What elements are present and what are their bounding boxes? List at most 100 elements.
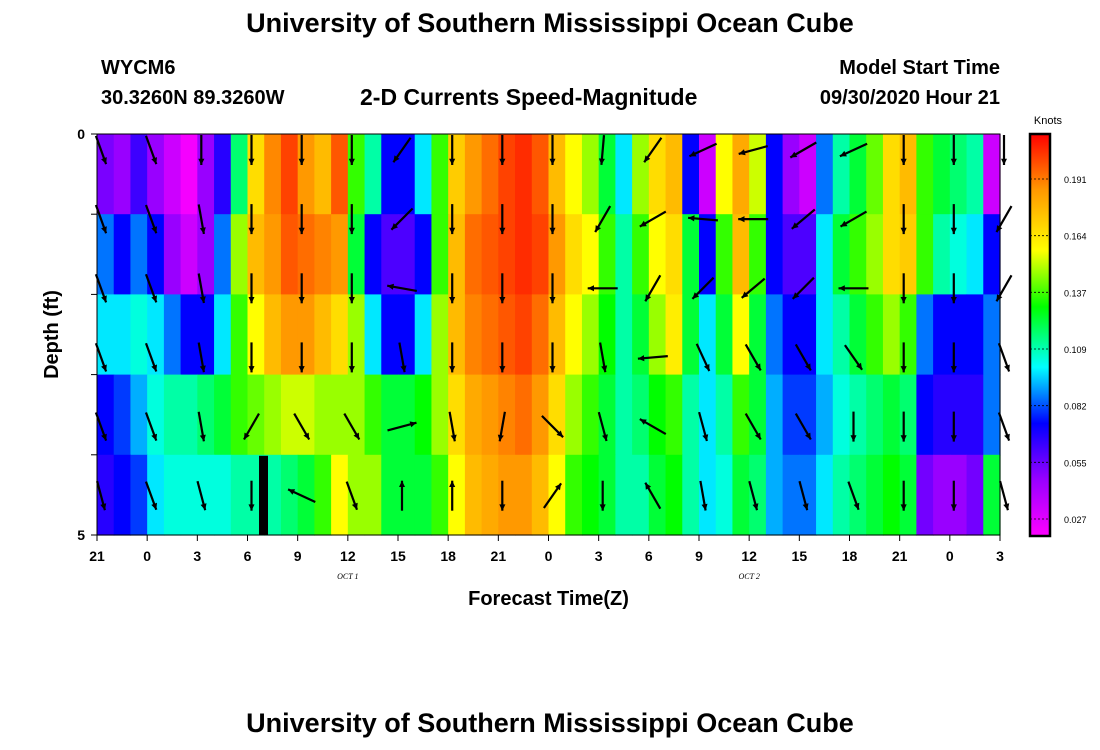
heatmap-cell [715,294,734,376]
current-arrow [950,135,957,165]
heatmap-cell [949,374,968,456]
heatmap-cell [816,134,834,215]
current-arrow [549,135,556,165]
heatmap-cell [230,454,249,536]
heatmap-cell [949,294,968,376]
heatmap-cell [598,214,616,295]
heatmap-cell [765,294,784,376]
heatmap-cell [214,374,232,456]
current-arrow [197,273,206,304]
heatmap-cell [130,214,148,295]
heatmap-cell [381,134,399,215]
model-start-time: 09/30/2020 Hour 21 [819,87,1000,109]
current-arrow [287,488,316,503]
y-axis-label: Depth (ft) [41,290,63,379]
heatmap-cell [431,214,449,295]
heatmap-cell [97,134,115,215]
heatmap-cell [264,374,282,456]
y-tick-label: 5 [77,527,85,543]
current-arrow [387,283,417,292]
heatmap-cell [665,134,683,215]
heatmap-cell [565,294,583,376]
heatmap-cell [180,374,198,456]
current-arrow [549,273,556,304]
chart-subtitle: 2-D Currents Speed-Magnitude [360,84,698,110]
current-arrow [847,481,860,511]
current-arrow [248,342,255,373]
current-arrow [392,137,412,163]
heatmap-cell [832,454,851,536]
heatmap-cell [966,454,984,536]
current-arrow [791,276,815,300]
heatmap-cell [481,374,499,456]
heatmap-cell [113,134,132,215]
x-tick-label: 9 [695,548,703,564]
heatmap-cell [515,454,533,536]
heatmap-cell [331,134,349,215]
heatmap-cell [565,454,583,536]
heatmap-cell [632,214,650,295]
current-arrow [599,342,608,373]
heatmap-cell [414,454,433,536]
current-arrow [748,480,759,511]
heatmap-cell [331,294,349,376]
current-arrow [744,413,762,441]
no-data-cell [259,455,268,535]
heatmap-cell [548,294,566,376]
heatmap-cell [866,454,884,536]
heatmap-cell [648,134,667,215]
heatmap-cell [381,294,399,376]
current-arrow [248,135,255,165]
x-tick-label: 6 [645,548,653,564]
heatmap-cell [749,374,767,456]
heatmap-cell [448,134,466,215]
heatmap-cell [949,454,968,536]
heatmap-cell [799,294,817,376]
heatmap-cell [548,134,566,215]
heatmap-cell [615,454,633,536]
heatmap-cell [531,134,550,215]
current-arrow [900,273,907,304]
heatmap-cell [364,454,382,536]
heatmap-cell [832,214,851,295]
x-tick-label: 9 [294,548,302,564]
heatmap-cell [147,134,165,215]
current-arrow [542,482,563,509]
x-tick-label: 0 [545,548,553,564]
heatmap-cell [331,454,349,536]
heatmap-cell [765,214,784,295]
heatmap-cell [715,214,734,295]
heatmap-cell [799,454,817,536]
heatmap-cell [916,214,934,295]
heatmap-cell [331,374,349,456]
heatmap-cell [448,374,466,456]
current-arrow [738,216,769,223]
current-arrow [499,480,506,511]
current-arrow [794,343,812,371]
colorbar-tick-label: 0.109 [1064,345,1087,355]
heatmap-cell [581,454,600,536]
heatmap-cell [765,374,784,456]
colorbar-tick-label: 0.137 [1064,288,1087,298]
current-arrow [839,210,868,228]
heatmap-cell [899,214,917,295]
heatmap-cell [464,374,483,456]
heatmap-cell [113,454,132,536]
heatmap-cell [314,214,332,295]
heatmap-cell [799,134,817,215]
current-arrow [348,135,355,165]
heatmap-cell [832,374,851,456]
current-arrow [497,411,506,442]
heatmap-cell [765,134,784,215]
heatmap-cell [615,294,633,376]
heatmap-cell [414,134,433,215]
heatmap-cell [314,294,332,376]
axes: 21 0 3 6 9 12 15 18 21 0 3 6 9 12 15 18 21 0 3 OCT 1 OCT 2 0 5… [41,126,1004,610]
heatmap-cell [297,294,315,376]
heatmap-cell [347,294,366,376]
heatmap-cell [749,294,767,376]
heatmap-cell [899,454,917,536]
heatmap-cell [381,454,399,536]
current-arrow [144,273,158,303]
heatmap-cell [498,294,516,376]
